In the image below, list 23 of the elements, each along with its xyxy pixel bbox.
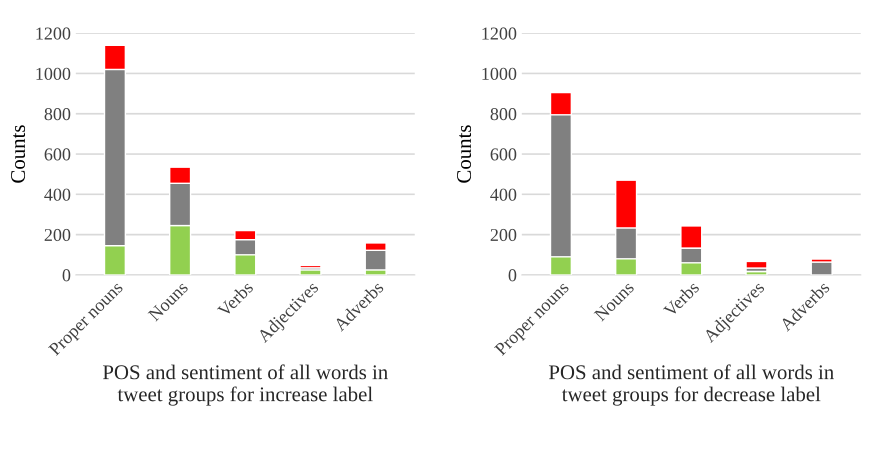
- y-tick-label: 1000: [482, 68, 516, 80]
- y-tick-label: 400: [490, 188, 516, 201]
- y-tick-label: 200: [44, 228, 70, 242]
- y-tick-label: 1000: [36, 68, 70, 80]
- x-axis-title: POS and sentiment of all words in tweet groups for increase label: [102, 364, 388, 406]
- bar: [810, 261, 833, 275]
- y-tick-label: 800: [44, 108, 70, 120]
- y-tick-label: 0: [62, 269, 70, 282]
- y-axis-title: Counts: [11, 125, 26, 183]
- x-axis-title: POS and sentiment of all words in tweet groups for decrease label: [548, 364, 834, 406]
- y-tick-label: 200: [490, 228, 516, 242]
- y-axis-title: Counts: [457, 125, 472, 183]
- y-tick-label: 400: [44, 188, 70, 201]
- y-tick-label: 0: [508, 269, 516, 282]
- x-tick-label: Verbs: [216, 280, 254, 318]
- y-tick-label: 800: [490, 108, 516, 120]
- y-tick-label: 600: [490, 148, 516, 160]
- y-tick-label: 1200: [36, 27, 70, 40]
- bar: [745, 260, 768, 269]
- y-tick-label: 600: [44, 148, 70, 160]
- x-tick-label: Verbs: [662, 280, 700, 318]
- y-tick-label: 1200: [482, 27, 516, 40]
- bar: [299, 264, 322, 269]
